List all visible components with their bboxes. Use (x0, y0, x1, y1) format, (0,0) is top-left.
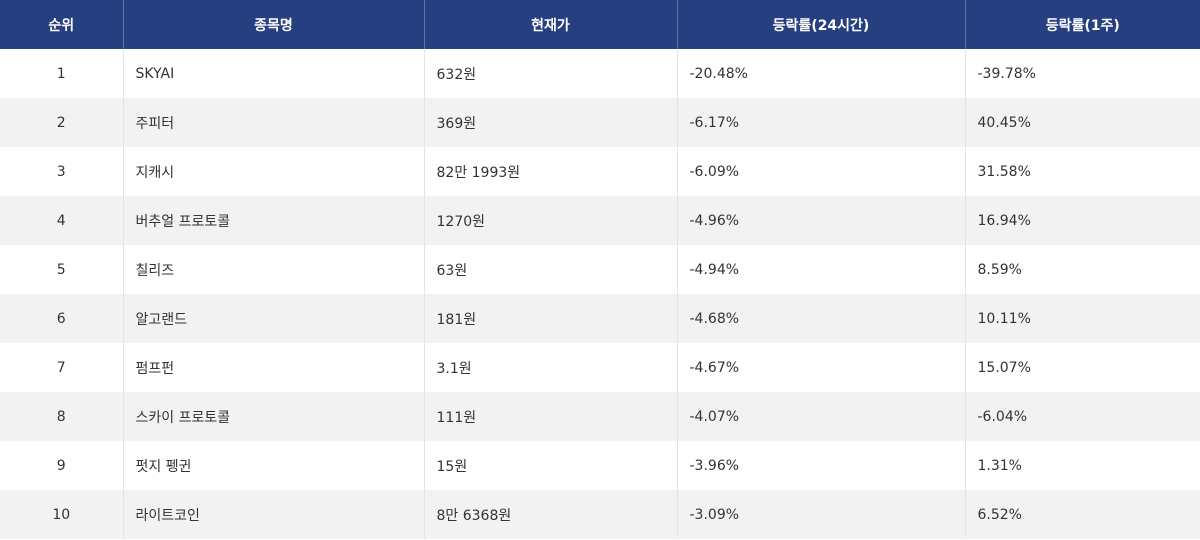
table-row: 1 SKYAI 632원 -20.48% -39.78% (0, 49, 1200, 98)
change-24h-cell: -4.96% (676, 196, 965, 245)
rank-cell: 10 (0, 490, 123, 539)
change-24h-cell: -4.68% (676, 294, 965, 343)
table-row: 7 펌프펀 3.1원 -4.67% 15.07% (0, 343, 1200, 392)
change-1w-cell: 1.31% (964, 441, 1200, 490)
change-1w-cell: -39.78% (964, 49, 1200, 98)
change-24h-cell: -20.48% (676, 49, 965, 98)
price-cell: 181원 (423, 294, 677, 343)
change-24h-cell: -6.09% (676, 147, 965, 196)
rank-cell: 2 (0, 98, 123, 147)
change-1w-cell: 8.59% (964, 245, 1200, 294)
change-24h-cell: -3.09% (676, 490, 965, 539)
change-24h-cell: -6.17% (676, 98, 965, 147)
table-row: 4 버추얼 프로토콜 1270원 -4.96% 16.94% (0, 196, 1200, 245)
price-cell: 15원 (423, 441, 677, 490)
rank-cell: 5 (56, 261, 66, 278)
price-cell: 63원 (423, 245, 677, 294)
coin-name-cell: 버추얼 프로토콜 (122, 196, 424, 245)
table-row: 6 알고랜드 181원 -4.68% 10.11% (0, 294, 1200, 343)
change-1w-cell: -6.04% (964, 392, 1200, 441)
coin-name-cell: SKYAI (122, 49, 424, 98)
change-24h-cell: -4.67% (676, 343, 965, 392)
table-body: 1 SKYAI 632원 -20.48% -39.78% 2 주피터 369원 -6.17% 40… (0, 49, 1200, 539)
price-cell: 8만 6368원 (423, 490, 677, 539)
change-24h-cell: -4.94% (676, 245, 965, 294)
coin-name-cell: 지캐시 (122, 147, 424, 196)
table-row: 5 칠리즈 63원 -4.94% 8.59% (0, 245, 1200, 294)
change-1w-cell: 10.11% (964, 294, 1200, 343)
rank-cell: 9 (56, 457, 66, 474)
rank-cell: 1 (56, 65, 66, 82)
table-header: 순위 종목명 현재가 등락률(24시간) 등락률(1주) (0, 0, 1200, 49)
rank-cell: 7 (56, 359, 66, 376)
price-cell: 82만 1993원 (423, 147, 677, 196)
coin-name-cell: 스카이 프로토콜 (122, 392, 424, 441)
price-cell: 3.1원 (423, 343, 677, 392)
rank-cell: 4 (0, 196, 123, 245)
rank-cell: 6 (0, 294, 123, 343)
table-row: 3 지캐시 82만 1993원 -6.09% 31.58% (0, 147, 1200, 196)
price-cell: 369원 (423, 98, 677, 147)
change-1w-cell: 15.07% (964, 343, 1200, 392)
table-row: 2 주피터 369원 -6.17% 40.45% (0, 98, 1200, 147)
change-1w-cell: 40.45% (964, 98, 1200, 147)
change-1w-cell: 16.94% (964, 196, 1200, 245)
change-24h-cell: -3.96% (676, 441, 965, 490)
coin-name-cell: 주피터 (122, 98, 424, 147)
change-1w-cell: 6.52% (964, 490, 1200, 539)
coin-name-cell: 알고랜드 (122, 294, 424, 343)
table-row: 8 스카이 프로토콜 111원 -4.07% -6.04% (0, 392, 1200, 441)
header-rank: 순위 (0, 0, 123, 49)
rank-cell: 3 (56, 163, 66, 180)
table-row: 10 라이트코인 8만 6368원 -3.09% 6.52% (0, 490, 1200, 539)
header-name: 종목명 (122, 0, 424, 49)
coin-name-cell: 라이트코인 (122, 490, 424, 539)
price-cell: 632원 (423, 49, 677, 98)
table-row: 9 펏지 펭귄 15원 -3.96% 1.31% (0, 441, 1200, 490)
coin-name-cell: 펌프펀 (122, 343, 424, 392)
rank-cell: 8 (0, 392, 123, 441)
change-1w-cell: 31.58% (964, 147, 1200, 196)
header-price: 현재가 (423, 0, 677, 49)
header-change-1w: 등락률(1주) (964, 0, 1200, 49)
change-24h-cell: -4.07% (676, 392, 965, 441)
header-change-24h: 등락률(24시간) (676, 0, 965, 49)
coin-name-cell: 칠리즈 (122, 245, 424, 294)
price-cell: 111원 (423, 392, 677, 441)
coin-name-cell: 펏지 펭귄 (122, 441, 424, 490)
header-row: 순위 종목명 현재가 등락률(24시간) 등락률(1주) (0, 0, 1200, 49)
price-cell: 1270원 (423, 196, 677, 245)
